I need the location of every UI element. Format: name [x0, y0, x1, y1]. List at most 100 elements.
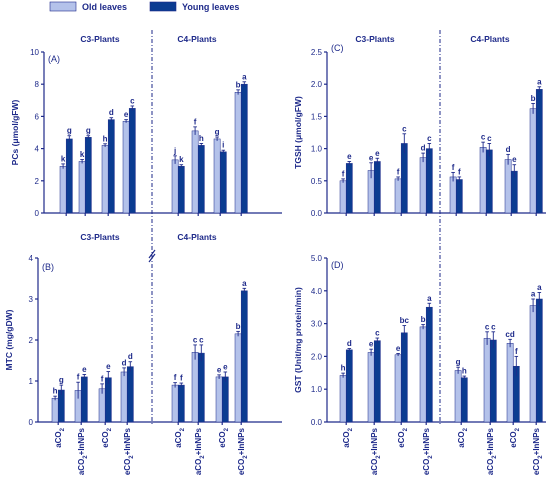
significance-letter: h — [199, 134, 204, 143]
significance-letter: c — [130, 96, 135, 105]
y-tick-label: 2.0 — [311, 80, 323, 89]
bar-young-leaves — [400, 143, 408, 214]
legend-label: Young leaves — [182, 2, 239, 12]
significance-letter: k — [179, 155, 184, 164]
bar-young-leaves — [128, 108, 136, 214]
category-label: aCO2+InNPs — [370, 427, 382, 475]
category-label: aCO2 — [457, 427, 469, 447]
significance-letter: b — [531, 94, 536, 103]
bar-old-leaves — [234, 333, 242, 423]
bar-old-leaves — [120, 371, 128, 423]
bar-old-leaves — [101, 145, 109, 214]
category-label: aCO2+InNPs — [77, 427, 89, 475]
y-tick-label: 2 — [35, 177, 40, 186]
category-label: eCO2+InNPs — [123, 427, 135, 475]
y-tick-label: 4 — [35, 145, 40, 154]
bar-old-leaves — [234, 92, 242, 214]
significance-letter: f — [342, 169, 345, 178]
bar-young-leaves — [65, 138, 73, 214]
y-tick-label: 6 — [35, 112, 40, 121]
bar-old-leaves — [454, 370, 462, 423]
group-title: C3-Plants — [80, 34, 119, 44]
category-label: aCO2 — [54, 427, 66, 447]
category-label: eCO2+InNPs — [532, 427, 544, 475]
significance-letter: e — [217, 365, 222, 374]
y-tick-label: 5.0 — [311, 254, 323, 263]
bar-young-leaves — [489, 339, 497, 423]
group-title: C4-Plants — [177, 232, 216, 242]
significance-letter: e — [223, 362, 228, 371]
y-tick-label: 0 — [29, 418, 34, 427]
significance-letter: e — [106, 362, 111, 371]
y-tick-label: 0 — [35, 209, 40, 218]
bar-young-leaves — [425, 148, 433, 214]
y-tick-label: 1.0 — [311, 385, 323, 394]
panel-label: (B) — [42, 262, 54, 272]
significance-letter: f — [515, 347, 518, 356]
panel-label: (D) — [331, 260, 344, 270]
bar-old-leaves — [191, 352, 199, 423]
bar-old-leaves — [394, 178, 402, 214]
bar-old-leaves — [122, 120, 130, 214]
bar-old-leaves — [339, 375, 347, 423]
axis-break-mark — [148, 249, 156, 259]
bar-old-leaves — [529, 108, 537, 214]
y-tick-label: 0.5 — [311, 177, 323, 186]
significance-letter: e — [124, 110, 129, 119]
bar-young-leaves — [240, 83, 248, 214]
significance-letter: c — [481, 133, 486, 142]
significance-letter: e — [375, 149, 380, 158]
significance-letter: c — [193, 335, 198, 344]
bar-old-leaves — [213, 138, 221, 214]
significance-letter: d — [109, 108, 114, 117]
y-tick-label: 2.5 — [311, 48, 323, 57]
y-tick-label: 3.0 — [311, 320, 323, 329]
significance-letter: c — [199, 335, 204, 344]
bar-young-leaves — [126, 366, 134, 423]
group-title: C3-Plants — [355, 34, 394, 44]
panel-c: 0.0 0.5 1.0 1.5 2.0 2.5 TGSH (μmol/gFW) (C) C3-P… — [293, 34, 546, 218]
significance-letter: g — [215, 128, 220, 137]
bar-young-leaves — [535, 298, 543, 423]
bar-old-leaves — [367, 352, 375, 423]
significance-letter: b — [236, 322, 241, 331]
bar-old-leaves — [98, 388, 106, 423]
bar-young-leaves — [197, 145, 205, 214]
significance-letter: d — [506, 145, 511, 154]
y-tick-label: 4 — [29, 254, 34, 263]
significance-letter: e — [347, 152, 352, 161]
group-title: C3-Plants — [80, 232, 119, 242]
y-tick-label: 0.0 — [311, 209, 323, 218]
significance-letter: f — [458, 167, 461, 176]
significance-letter: d — [122, 358, 127, 367]
bar-young-leaves — [460, 377, 468, 423]
bar-old-leaves — [171, 159, 179, 214]
category-label: eCO2+InNPs — [237, 427, 249, 475]
significance-letter: a — [531, 290, 536, 299]
significance-letter: e — [396, 344, 401, 353]
bar-young-leaves — [373, 340, 381, 423]
significance-letter: i — [222, 141, 224, 150]
significance-letter: e — [369, 153, 374, 162]
category-label: eCO2 — [509, 427, 521, 447]
significance-letter: g — [59, 376, 64, 385]
significance-letter: b — [236, 80, 241, 89]
legend-swatch — [49, 1, 77, 12]
bar-young-leaves — [455, 179, 463, 214]
significance-letter: c — [491, 322, 496, 331]
category-label: aCO2 — [174, 427, 186, 447]
panel-label: (A) — [48, 54, 60, 64]
bar-old-leaves — [419, 157, 427, 214]
significance-letter: c — [485, 322, 490, 331]
category-label: eCO2 — [397, 427, 409, 447]
bar-old-leaves — [215, 376, 223, 423]
significance-letter: f — [77, 373, 80, 382]
bar-young-leaves — [104, 377, 112, 423]
significance-letter: g — [86, 126, 91, 135]
panel-a: 0 2 4 6 8 10 PCs (μmol/gFW) (A) C3-Plants C4-Plan… — [10, 34, 282, 218]
significance-letter: a — [242, 72, 247, 81]
panel-b: 0 1 2 3 4 MTC (mg/gDW) (B) C3-Plants C4-Plants hg… — [4, 232, 282, 475]
bar-old-leaves — [394, 354, 402, 423]
